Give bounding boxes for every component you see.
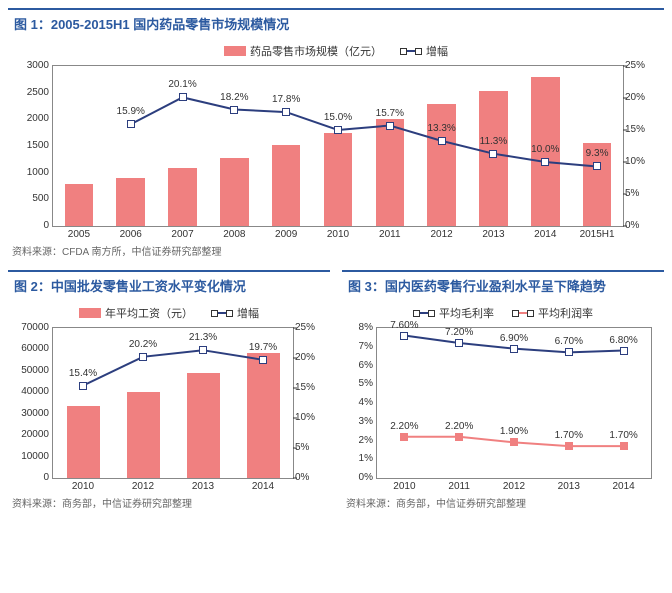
fig2-legend: 年平均工资（元） 增幅 [8, 299, 330, 323]
fig1-title: 图 1：2005-2015H1 国内药品零售市场规模情况 [8, 8, 664, 37]
fig3-title: 图 3：国内医药零售行业盈利水平呈下降趋势 [342, 270, 664, 299]
leg-line: 增幅 [426, 43, 448, 59]
fig3-plot: 0%1%2%3%4%5%6%7%8%201020112012201320147.… [376, 327, 652, 479]
figure-1: 图 1：2005-2015H1 国内药品零售市场规模情况 药品零售市场规模（亿元… [8, 8, 664, 260]
fig2-source: 资料来源：商务部，中信证券研究部整理 [8, 479, 330, 512]
figure-3: 图 3：国内医药零售行业盈利水平呈下降趋势 平均毛利率 平均利润率 0%1%2%… [342, 270, 664, 512]
fig2-title: 图 2：中国批发零售业工资水平变化情况 [8, 270, 330, 299]
leg2-bar: 年平均工资（元） [105, 305, 193, 321]
leg3-b: 平均利润率 [538, 305, 593, 321]
fig1-legend: 药品零售市场规模（亿元） 增幅 [8, 37, 664, 61]
fig2-plot: 0100002000030000400005000060000700000%5%… [52, 327, 294, 479]
fig1-plot: 0500100015002000250030000%5%10%15%20%25%… [52, 65, 624, 227]
leg-bar: 药品零售市场规模（亿元） [250, 43, 382, 59]
leg2-line: 增幅 [237, 305, 259, 321]
figure-2: 图 2：中国批发零售业工资水平变化情况 年平均工资（元） 增幅 01000020… [8, 270, 330, 512]
leg3-a: 平均毛利率 [439, 305, 494, 321]
